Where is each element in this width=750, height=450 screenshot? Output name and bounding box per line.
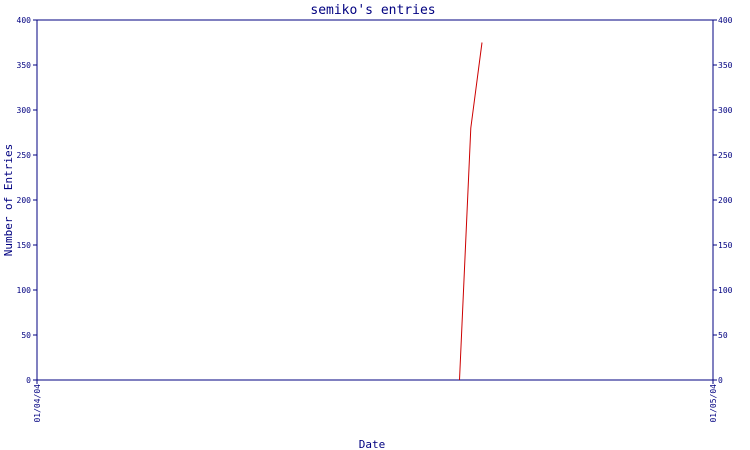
left-y-tick-label: 50 (21, 331, 31, 340)
y-axis-title: Number of Entries (2, 144, 15, 257)
left-y-tick-label: 250 (17, 151, 32, 160)
left-y-tick-label: 0 (26, 376, 31, 385)
entries-series-line (459, 42, 483, 381)
right-y-tick-label: 50 (718, 331, 728, 340)
right-y-tick-label: 250 (718, 151, 733, 160)
right-y-tick-label: 200 (718, 196, 733, 205)
left-y-axis: 0 50 100 150 200 250 300 350 400 (17, 16, 37, 385)
right-y-tick-label: 100 (718, 286, 733, 295)
left-y-tick-label: 200 (17, 196, 32, 205)
x-axis-title: Date (359, 438, 386, 450)
right-y-tick-label: 0 (718, 376, 723, 385)
right-y-tick-label: 350 (718, 61, 733, 70)
left-y-tick-label: 300 (17, 106, 32, 115)
right-y-tick-label: 150 (718, 241, 733, 250)
left-y-tick-label: 150 (17, 241, 32, 250)
left-y-tick-label: 400 (17, 16, 32, 25)
series-layer (459, 42, 483, 381)
plot-frame (36, 19, 714, 381)
right-y-axis: 0 50 100 150 200 250 300 350 400 (713, 16, 733, 385)
x-tick-label: 01/05/04 (709, 384, 718, 423)
left-y-tick-label: 100 (17, 286, 32, 295)
left-y-tick-label: 350 (17, 61, 32, 70)
right-y-tick-label: 300 (718, 106, 733, 115)
right-y-tick-label: 400 (718, 16, 733, 25)
x-tick-label: 01/04/04 (33, 384, 42, 423)
x-axis: 01/04/04 01/05/04 (33, 380, 718, 423)
chart-title: semiko's entries (310, 3, 435, 18)
